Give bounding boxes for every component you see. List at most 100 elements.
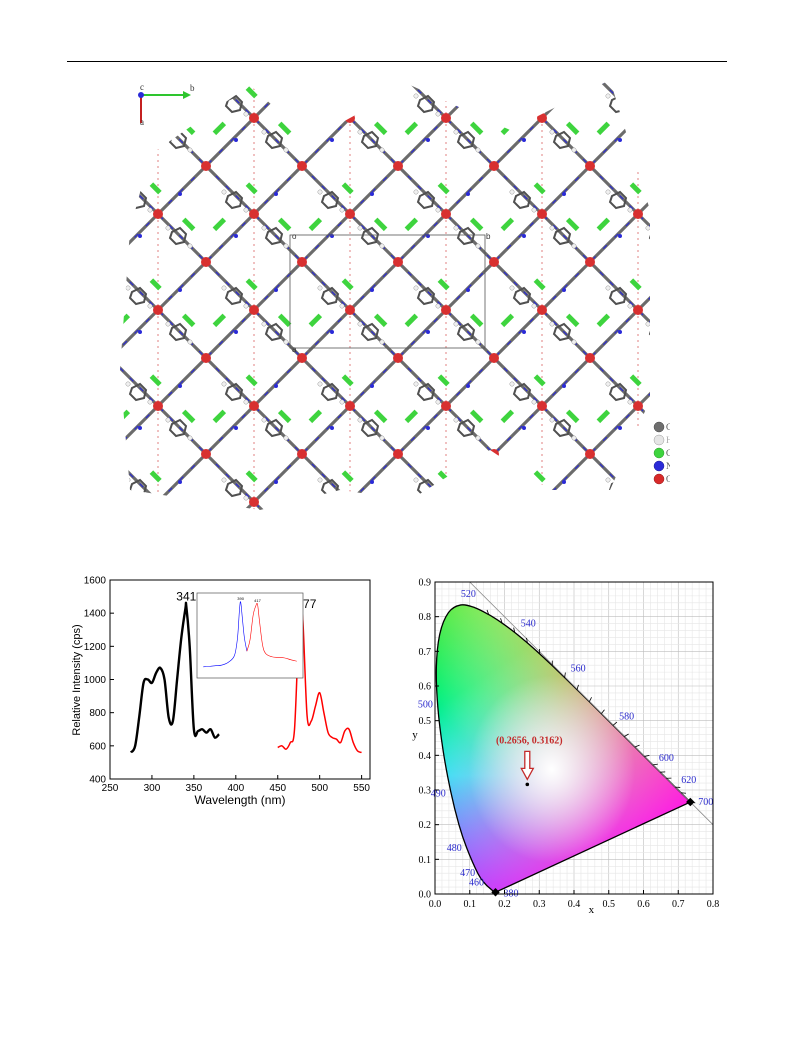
x-tick-label: 350 (186, 783, 203, 794)
wavelength-label: 520 (461, 589, 476, 600)
wavelength-label: 470 (460, 868, 475, 879)
crystal-lattice (120, 80, 650, 510)
axis-indicator: c b a (138, 82, 195, 127)
x-tick-label: 300 (144, 783, 161, 794)
wavelength-tick (644, 754, 650, 757)
wavelength-tick (624, 733, 629, 737)
y-tick-label: 0.1 (419, 855, 432, 866)
y-tick-label: 0.4 (419, 751, 432, 762)
svg-text:C: C (666, 422, 670, 432)
x-tick-label: 0.0 (429, 899, 442, 910)
inset-peak-label-417: 417 (254, 598, 261, 603)
spectrum-y-label: Relative Intensity (cps) (71, 624, 83, 735)
peak-label-341: 341 (176, 590, 196, 604)
atom-legend: C H Cu N O (653, 421, 670, 485)
y-tick-label: 0.6 (419, 682, 432, 693)
spectrum-series (129, 601, 362, 754)
y-tick-label: 0.8 (419, 612, 432, 623)
page-header-rule (67, 61, 727, 62)
x-tick-label: 0.6 (637, 899, 650, 910)
x-tick-label: 0.3 (533, 899, 546, 910)
x-tick-label: 0.1 (464, 899, 477, 910)
axis-label-b: b (190, 83, 195, 93)
x-tick-label: 250 (102, 783, 119, 794)
wavelength-tick (634, 744, 640, 748)
wavelength-label: 580 (619, 711, 634, 722)
chromaticity-point-label: (0.2656, 0.3162) (496, 735, 563, 746)
wavelength-tick (486, 609, 490, 615)
y-tick-label: 1400 (84, 609, 107, 620)
y-tick-label: 400 (89, 775, 106, 786)
wavelength-tick (513, 627, 516, 633)
x-plus-y-equals-one-line (469, 581, 714, 825)
emission-spectrum-chart: 250 300 350 400 450 500 550 400 600 800 1000 1200 1… (71, 576, 371, 807)
y-tick-label: 0.5 (419, 716, 432, 727)
y-tick-label: 800 (89, 708, 106, 719)
svg-text:H: H (666, 435, 670, 445)
wavelength-label: 460 (469, 878, 484, 889)
wavelength-label: 500 (418, 699, 433, 710)
wavelength-label: 540 (521, 619, 536, 630)
cie-chromaticity-diagram: 380460470480490500520540560580600620700 … (412, 578, 720, 917)
cie-y-ticks: 0.0 0.1 0.2 0.3 0.4 0.5 0.6 0.7 0.8 0.9 (419, 578, 439, 901)
x-tick-label: 400 (227, 783, 244, 794)
svg-text:O: O (666, 474, 670, 484)
cie-point-marker: (0.2656, 0.3162) (496, 735, 563, 787)
chromaticity-point (525, 782, 530, 787)
wavelength-ticks (486, 609, 696, 804)
axis-label-a: a (140, 117, 144, 127)
cie-y-label: y (412, 729, 418, 741)
wavelength-tick (588, 697, 592, 702)
y-tick-label: 0.9 (419, 578, 432, 589)
locus-endpoint (686, 797, 695, 807)
svg-text:Cu: Cu (666, 448, 670, 458)
wavelength-label: 620 (681, 775, 696, 786)
axis-label-c: c (140, 82, 144, 92)
legend-item-c: C (653, 421, 670, 433)
wavelength-label: 490 (431, 789, 446, 800)
wavelength-label: 600 (659, 753, 674, 764)
point-arrow (520, 750, 535, 781)
legend-item-h: H (653, 434, 670, 446)
y-tick-label: 0.2 (419, 820, 432, 831)
spectrum-y-ticks: 400 600 800 1000 1200 1400 1600 (84, 576, 114, 786)
wavelength-label: 480 (447, 843, 462, 854)
inset-blue-curve (203, 601, 248, 668)
y-tick-label: 1000 (84, 675, 107, 686)
wavelength-tick (601, 709, 605, 714)
cell-label-o: o (292, 232, 297, 241)
legend-item-cu: Cu (653, 447, 670, 459)
y-tick-label: 1600 (84, 576, 107, 587)
cie-x-label: x (589, 904, 595, 916)
x-tick-label: 450 (269, 783, 286, 794)
spectrum-inset: 390 417 (196, 592, 304, 679)
x-tick-label: 500 (311, 783, 328, 794)
wavelength-label: 560 (571, 664, 586, 675)
wavelength-tick (652, 763, 658, 766)
x-tick-label: 0.7 (672, 899, 685, 910)
cie-x-ticks: 0.0 0.1 0.2 0.3 0.4 0.5 0.6 0.7 0.8 (429, 890, 720, 910)
wavelength-label: 700 (698, 797, 713, 808)
x-tick-label: 550 (353, 783, 370, 794)
y-tick-label: 600 (89, 741, 106, 752)
cell-label-a: a (292, 345, 297, 354)
x-tick-label: 0.5 (603, 899, 616, 910)
wavelength-tick (500, 618, 503, 624)
wavelength-tick (526, 637, 528, 643)
wavelength-tick (612, 721, 618, 726)
x-tick-label: 0.2 (498, 899, 511, 910)
spectrum-x-label: Wavelength (nm) (195, 793, 286, 807)
spectrum-x-ticks: 250 300 350 400 450 500 550 (102, 775, 370, 794)
svg-text:N: N (666, 461, 670, 471)
inset-red-curve (246, 603, 297, 662)
legend-item-n: N (653, 460, 670, 472)
x-tick-label: 0.8 (707, 899, 720, 910)
wavelength-tick (564, 672, 566, 678)
y-tick-label: 0.0 (419, 890, 432, 901)
excitation-curve (129, 601, 220, 754)
emission-curve (277, 610, 362, 754)
wavelength-tick (576, 684, 579, 690)
unit-cell-outline (289, 234, 486, 349)
y-tick-label: 1200 (84, 642, 107, 653)
inset-peak-label-390: 390 (237, 596, 244, 601)
